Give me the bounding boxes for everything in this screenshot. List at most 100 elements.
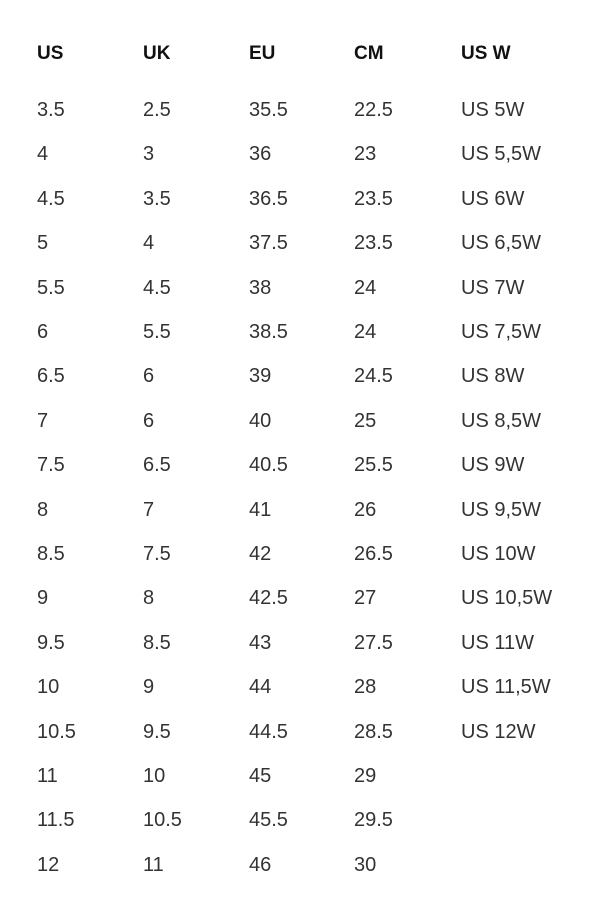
cell-eu: 35.5 [249,99,288,121]
cell-eu: 40 [249,409,272,432]
cell-uk: 6 [143,365,155,388]
header-cm: CM [354,43,384,64]
cell-us: 6 [37,321,49,343]
cell-us: 7.5 [37,454,65,477]
cell-uk: 4 [143,232,155,255]
header-us-w: US W [461,43,511,64]
cell-eu: 44 [249,676,272,699]
cell-eu: 46 [249,853,272,876]
cell-uk: 3.5 [143,187,171,210]
cell-cm: 24 [354,276,377,299]
cell-cm: 24.5 [354,365,393,388]
cell-us: 5 [37,232,49,255]
table-row: 6 5.5 38.5 24 US 7,5W [0,317,600,347]
cell-cm: 28.5 [354,720,393,743]
cell-us-w: US 10W [461,543,536,565]
cell-uk: 4.5 [143,276,171,299]
cell-cm: 30 [354,853,377,876]
cell-cm: 25.5 [354,454,393,477]
table-row: 6.5 6 39 24.5 US 8W [0,361,600,391]
cell-uk: 9.5 [143,720,171,743]
cell-cm: 25 [354,409,377,432]
cell-uk: 3 [143,143,155,166]
cell-uk: 2.5 [143,99,171,121]
cell-cm: 29.5 [354,809,393,832]
cell-uk: 6.5 [143,454,171,477]
cell-cm: 26.5 [354,543,393,565]
cell-us: 12 [37,853,60,876]
table-row: 4 3 36 23 US 5,5W [0,139,600,169]
cell-us: 7 [37,409,49,432]
cell-us: 4.5 [37,187,65,210]
header-eu: EU [249,43,276,64]
cell-us: 11.5 [37,809,75,832]
cell-us-w: US 11,5W [461,676,551,699]
table-row: 8 7 41 26 US 9,5W [0,495,600,525]
cell-us: 9 [37,587,49,610]
cell-cm: 22.5 [354,99,393,121]
cell-eu: 36 [249,143,272,166]
table-row: 12 11 46 30 [0,850,600,880]
table-row: 5.5 4.5 38 24 US 7W [0,273,600,303]
cell-eu: 39 [249,365,272,388]
cell-us: 8 [37,498,49,521]
cell-us: 5.5 [37,276,65,299]
table-row: 9 8 42.5 27 US 10,5W [0,583,600,613]
cell-uk: 7 [143,498,155,521]
cell-eu: 45.5 [249,809,288,832]
cell-us-w: US 8W [461,365,525,388]
cell-eu: 42.5 [249,587,288,610]
cell-uk: 6 [143,409,155,432]
cell-us: 8.5 [37,543,65,565]
table-row: 11 10 45 29 [0,761,600,791]
table-row: 7 6 40 25 US 8,5W [0,406,600,436]
header-us: US [37,43,64,64]
cell-eu: 43 [249,631,272,654]
cell-us-w: US 5,5W [461,143,542,166]
cell-cm: 23.5 [354,187,393,210]
cell-uk: 9 [143,676,155,699]
cell-eu: 42 [249,543,272,565]
table-row: 7.5 6.5 40.5 25.5 US 9W [0,450,600,480]
table-row: 10 9 44 28 US 11,5W [0,672,600,702]
table-header-row: US UK EU CM US W [0,39,600,69]
cell-us: 11 [37,765,58,787]
cell-uk: 10 [143,765,166,787]
cell-us: 4 [37,143,49,166]
cell-us-w: US 9W [461,454,525,477]
cell-cm: 26 [354,498,377,521]
cell-cm: 28 [354,676,377,699]
cell-us: 10 [37,676,60,699]
cell-cm: 23 [354,143,377,166]
cell-eu: 37.5 [249,232,288,255]
cell-us-w: US 10,5W [461,587,553,610]
cell-eu: 41 [249,498,272,521]
table-row: 4.5 3.5 36.5 23.5 US 6W [0,184,600,214]
cell-eu: 38 [249,276,272,299]
cell-us: 6.5 [37,365,65,388]
cell-us-w: US 9,5W [461,498,542,521]
cell-cm: 29 [354,765,377,787]
header-uk: UK [143,43,171,64]
cell-us-w: US 11W [461,631,534,654]
cell-us: 10.5 [37,720,76,743]
cell-us-w: US 8,5W [461,409,542,432]
cell-us-w: US 12W [461,720,536,743]
table-row: 8.5 7.5 42 26.5 US 10W [0,539,600,569]
cell-cm: 23.5 [354,232,393,255]
cell-cm: 27.5 [354,631,393,654]
cell-eu: 36.5 [249,187,288,210]
cell-uk: 10.5 [143,809,182,832]
cell-us-w: US 6W [461,187,525,210]
cell-us: 3.5 [37,99,65,121]
cell-eu: 45 [249,765,272,787]
cell-us-w: US 7W [461,276,525,299]
cell-uk: 11 [143,853,164,876]
cell-us-w: US 6,5W [461,232,542,255]
cell-us-w: US 5W [461,99,525,121]
cell-cm: 24 [354,321,377,343]
cell-uk: 7.5 [143,543,171,565]
cell-eu: 44.5 [249,720,288,743]
cell-uk: 5.5 [143,321,171,343]
cell-uk: 8.5 [143,631,171,654]
